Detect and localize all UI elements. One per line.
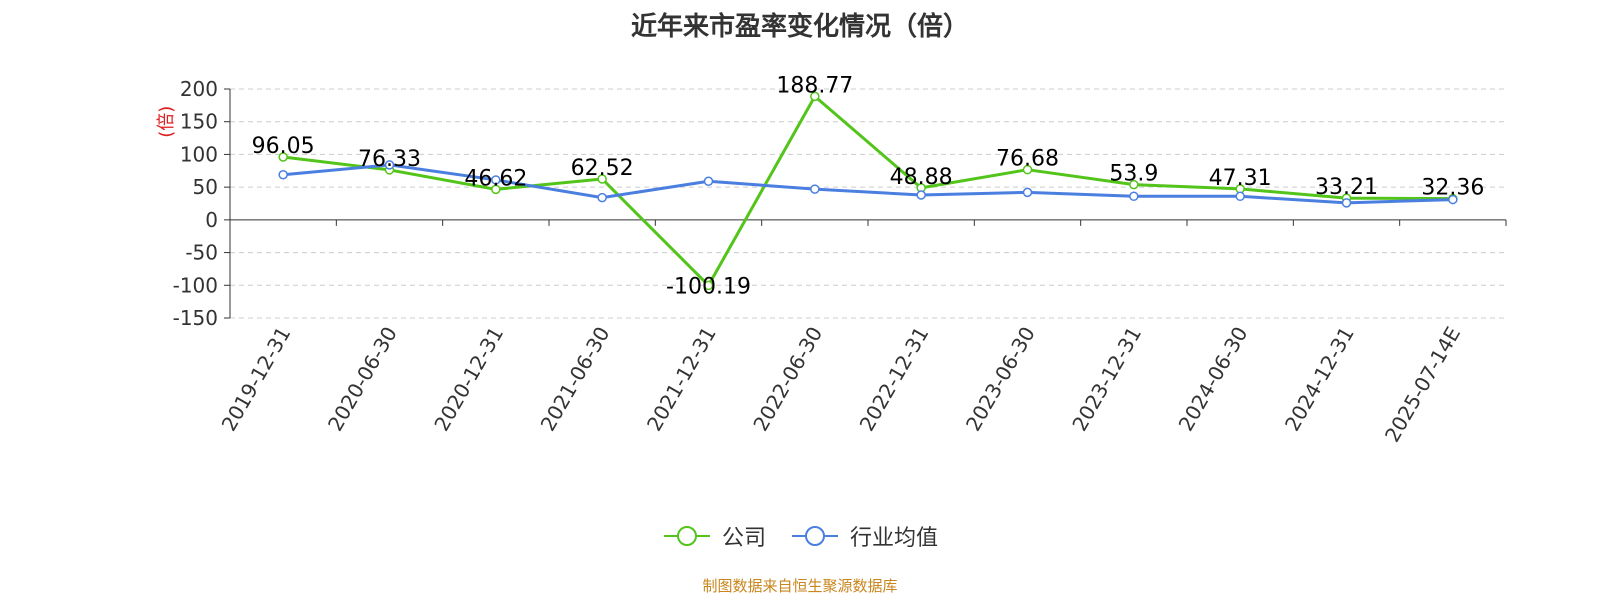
data-point[interactable] (491, 184, 501, 195)
data-point[interactable] (1129, 191, 1139, 202)
data-label: 96.05 (252, 134, 315, 159)
data-label: 76.68 (996, 147, 1059, 172)
data-point[interactable] (703, 176, 714, 187)
legend-label: 行业均值 (850, 526, 939, 551)
data-label: 48.88 (890, 165, 953, 190)
x-tick-label: 2025-07-14E (1380, 323, 1465, 447)
data-point[interactable] (278, 152, 288, 162)
legend-item[interactable]: 公司 (662, 520, 766, 552)
y-tick-label: 50 (193, 175, 218, 199)
y-axis-title: (倍) (156, 106, 177, 138)
axes: 200 150 100 50 0 -50 -100 -150 (倍) 2019-12-31 2020… (156, 77, 1507, 447)
data-label: -100.19 (666, 274, 751, 299)
data-label: 53.9 (1109, 162, 1158, 187)
data-point[interactable] (1235, 191, 1245, 202)
data-point[interactable] (597, 174, 607, 184)
x-tick-label: 2020-12-31 (429, 323, 508, 436)
data-label: 46.62 (464, 166, 527, 191)
legend: 公司 行业均值 (0, 520, 1600, 552)
data-label: 62.52 (571, 156, 634, 181)
data-point[interactable] (1129, 179, 1139, 190)
x-tick-label: 2023-12-31 (1067, 323, 1146, 436)
data-point[interactable] (384, 160, 395, 170)
data-point[interactable] (916, 190, 926, 200)
chart-title: 近年来市盈率变化情况（倍） (630, 12, 969, 42)
series-line (282, 94, 1453, 287)
data-label: 76.33 (358, 147, 421, 172)
x-tick-label: 2022-12-31 (855, 323, 934, 436)
data-point[interactable] (278, 169, 288, 180)
x-tick-label: 2024-06-30 (1174, 323, 1253, 436)
data-point[interactable] (491, 175, 501, 185)
data-point[interactable] (1448, 194, 1458, 205)
data-label: 47.31 (1209, 166, 1272, 191)
x-tick-label: 2021-06-30 (536, 323, 615, 436)
x-tick-label: 2024-12-31 (1280, 323, 1359, 436)
legend-label: 公司 (721, 526, 766, 551)
legend-line-circle-icon (792, 526, 838, 546)
data-label: 33.21 (1315, 175, 1378, 200)
data-label: 188.77 (776, 73, 853, 98)
x-tick-label: 2021-12-31 (642, 323, 721, 436)
data-point[interactable] (810, 91, 820, 102)
y-tick-label: 0 (205, 208, 218, 232)
data-point[interactable] (703, 280, 714, 291)
legend-line-circle-icon (663, 526, 710, 546)
y-tick-label: -100 (173, 273, 218, 297)
data-labels: 96.05 76.33 46.62 62.52 -100.19 188.77 48.88 76… (252, 73, 1485, 299)
data-point[interactable] (810, 184, 820, 194)
x-tick-label: 2022-06-30 (748, 323, 827, 436)
x-tick-label: 2019-12-31 (217, 323, 296, 436)
y-tick-label: 200 (180, 77, 218, 101)
series-line (283, 163, 1453, 205)
y-tick-label: 100 (180, 142, 218, 166)
data-point[interactable] (1341, 198, 1352, 208)
data-point[interactable] (1022, 187, 1033, 198)
legend-item[interactable]: 行业均值 (790, 520, 938, 552)
source-note: 制图数据来自恒生聚源数据库 (702, 577, 898, 595)
y-tick-label: 150 (180, 110, 218, 134)
series-lines (278, 91, 1458, 291)
data-point[interactable] (1022, 164, 1033, 175)
y-tick-label: -50 (185, 241, 218, 265)
x-tick-label: 2023-06-30 (961, 323, 1040, 436)
grid-lines (230, 88, 1506, 319)
y-tick-label: -150 (173, 306, 218, 330)
data-point[interactable] (597, 192, 607, 203)
x-tick-label: 2020-06-30 (323, 323, 402, 436)
data-label: 32.36 (1421, 176, 1484, 201)
